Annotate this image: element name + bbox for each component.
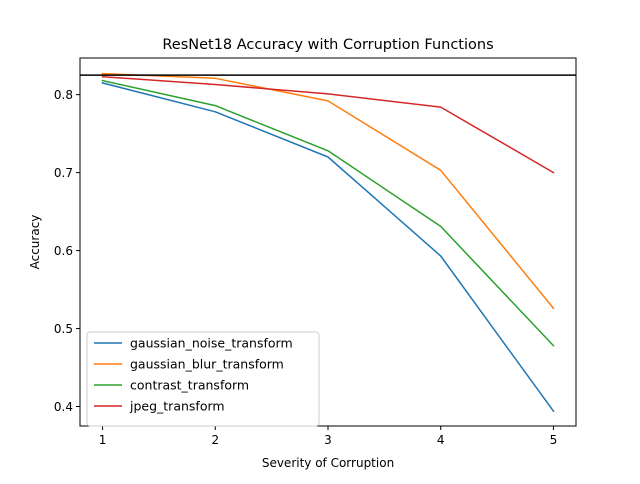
plot-area bbox=[80, 72, 576, 413]
x-tick-label: 1 bbox=[99, 433, 107, 447]
legend: gaussian_noise_transform gaussian_blur_tr… bbox=[86, 331, 320, 427]
y-axis-ticks: 0.4 0.5 0.6 0.7 0.8 bbox=[54, 88, 80, 414]
series-line-jpeg_transform bbox=[101, 75, 555, 174]
y-axis-label: Accuracy bbox=[28, 215, 42, 270]
x-tick-label: 5 bbox=[550, 433, 558, 447]
legend-label-jpeg_transform: jpeg_transform bbox=[129, 399, 225, 414]
legend-label-contrast_transform: contrast_transform bbox=[130, 378, 249, 393]
legend-label-gaussian_blur_transform: gaussian_blur_transform bbox=[130, 357, 284, 372]
y-tick-label: 0.5 bbox=[54, 322, 73, 336]
legend-box bbox=[86, 331, 320, 427]
y-tick-label: 0.8 bbox=[54, 88, 73, 102]
series-line-contrast_transform bbox=[101, 79, 555, 347]
series-line-gaussian_blur_transform bbox=[101, 72, 555, 310]
y-tick-label: 0.7 bbox=[54, 166, 73, 180]
x-axis-ticks: 1 2 3 4 5 bbox=[99, 426, 558, 447]
x-tick-label: 3 bbox=[324, 433, 332, 447]
x-tick-label: 2 bbox=[211, 433, 219, 447]
y-tick-label: 0.6 bbox=[54, 244, 73, 258]
legend-label-gaussian_noise_transform: gaussian_noise_transform bbox=[130, 336, 293, 351]
x-axis-label: Severity of Corruption bbox=[262, 456, 394, 470]
chart-title: ResNet18 Accuracy with Corruption Functi… bbox=[162, 37, 493, 53]
x-tick-label: 4 bbox=[437, 433, 445, 447]
series-line-gaussian_noise_transform bbox=[101, 81, 555, 413]
y-tick-label: 0.4 bbox=[54, 400, 73, 414]
